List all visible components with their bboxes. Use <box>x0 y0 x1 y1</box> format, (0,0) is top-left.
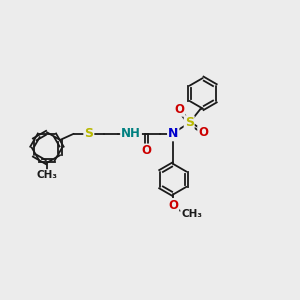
Text: O: O <box>168 199 178 212</box>
Text: NH: NH <box>121 127 141 140</box>
Text: CH₃: CH₃ <box>181 209 202 219</box>
Text: CH₃: CH₃ <box>36 170 57 180</box>
Text: O: O <box>141 145 151 158</box>
Text: O: O <box>198 126 208 139</box>
Text: S: S <box>84 127 93 140</box>
Text: S: S <box>185 116 194 129</box>
Text: N: N <box>168 127 178 140</box>
Text: O: O <box>174 103 184 116</box>
